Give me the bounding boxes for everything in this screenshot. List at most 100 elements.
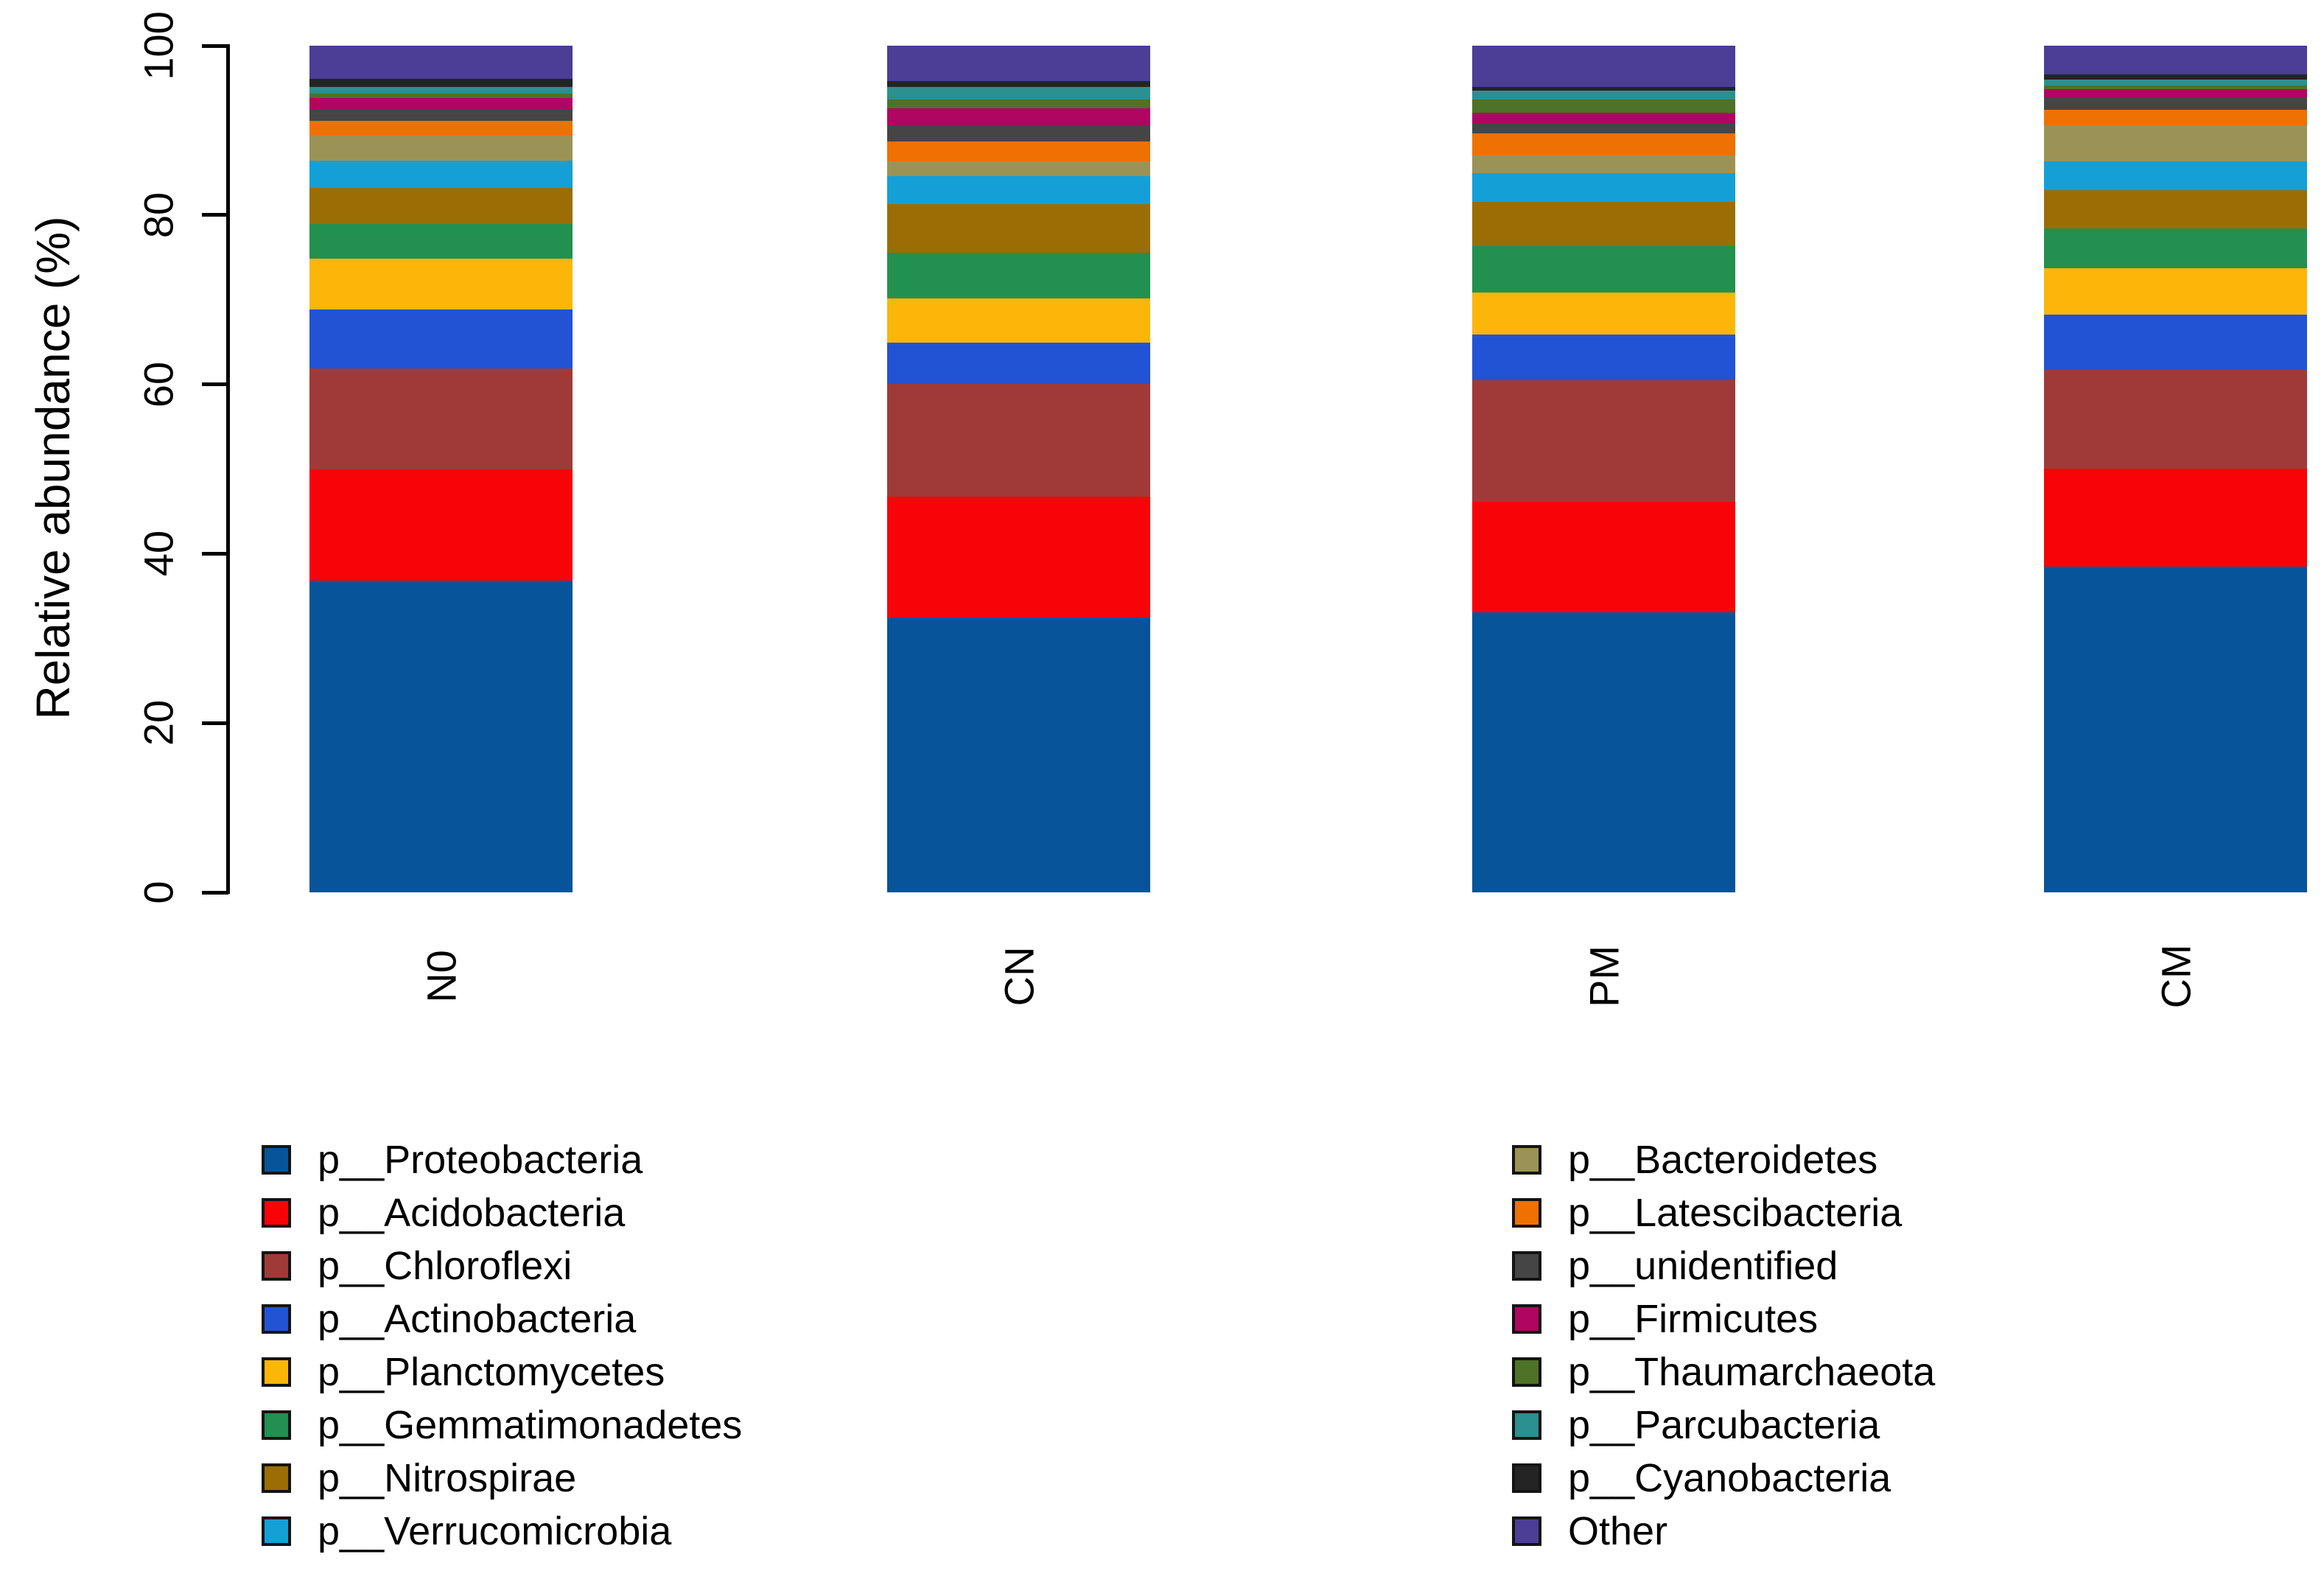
segment-PM-p__Bacteroidetes [1472, 155, 1735, 174]
segment-PM-p__Cyanobacteria [1472, 87, 1735, 91]
y-axis-tick-mark [202, 551, 228, 556]
segment-N0-p__Planctomycetes [309, 259, 573, 310]
legend-swatch-p__Parcubacteria [1512, 1410, 1541, 1440]
legend-swatch-p__unidentified [1512, 1251, 1541, 1281]
legend-label-p__Thaumarchaeota: p__Thaumarchaeota [1568, 1350, 1936, 1394]
segment-PM-p__unidentified [1472, 123, 1735, 134]
segment-CM-p__Nitrospirae [2044, 190, 2307, 228]
segment-N0-p__Actinobacteria [309, 309, 573, 369]
segment-CM-p__Planctomycetes [2044, 267, 2307, 315]
segment-CN-p__Parcubacteria [887, 87, 1150, 100]
segment-N0-Other [309, 46, 573, 79]
legend-swatch-p__Planctomycetes [262, 1357, 291, 1387]
y-axis-line [226, 44, 230, 894]
segment-CN-p__Cyanobacteria [887, 81, 1150, 88]
legend-item-p__Firmicutes: p__Firmicutes [1512, 1292, 1935, 1346]
legend-swatch-Other [1512, 1516, 1541, 1546]
segment-N0-p__Proteobacteria [309, 581, 573, 892]
legend-item-p__Verrucomicrobia: p__Verrucomicrobia [262, 1505, 742, 1558]
legend-column-2: p__Bacteroidetes p__Latescibacteria p__uni… [1512, 1133, 1935, 1558]
bar-CN [887, 46, 1150, 892]
segment-PM-p__Chloroflexi [1472, 380, 1735, 502]
y-axis-tick-mark [202, 721, 228, 725]
segment-CM-p__Latescibacteria [2044, 110, 2307, 125]
y-axis-tick-mark [202, 382, 228, 387]
legend-swatch-p__Verrucomicrobia [262, 1516, 291, 1546]
segment-CN-p__Firmicutes [887, 108, 1150, 126]
legend-item-p__Gemmatimonadetes: p__Gemmatimonadetes [262, 1399, 742, 1452]
legend-column-1: p__Proteobacteria p__Acidobacteria p__Chlo… [262, 1133, 742, 1558]
segment-PM-Other [1472, 46, 1735, 88]
segment-CM-p__Thaumarchaeota [2044, 85, 2307, 89]
segment-N0-p__Cyanobacteria [309, 78, 573, 88]
legend-swatch-p__Cyanobacteria [1512, 1463, 1541, 1493]
legend-swatch-p__Firmicutes [1512, 1304, 1541, 1334]
x-axis-label-PM: PM [1581, 945, 1627, 1007]
segment-CN-p__Chloroflexi [887, 384, 1150, 497]
legend-item-p__Acidobacteria: p__Acidobacteria [262, 1186, 742, 1239]
segment-PM-p__Actinobacteria [1472, 335, 1735, 381]
legend-swatch-p__Thaumarchaeota [1512, 1357, 1541, 1387]
segment-CN-p__Nitrospirae [887, 203, 1150, 253]
segment-CM-p__Chloroflexi [2044, 369, 2307, 469]
legend-label-p__Acidobacteria: p__Acidobacteria [318, 1191, 626, 1235]
legend-swatch-p__Bacteroidetes [1512, 1145, 1541, 1175]
segment-CN-p__Planctomycetes [887, 298, 1150, 343]
segment-CM-Other [2044, 46, 2307, 75]
legend-label-p__Bacteroidetes: p__Bacteroidetes [1568, 1138, 1878, 1182]
legend-item-p__Thaumarchaeota: p__Thaumarchaeota [1512, 1346, 1935, 1399]
segment-PM-p__Gemmatimonadetes [1472, 245, 1735, 293]
segment-PM-p__Latescibacteria [1472, 133, 1735, 156]
segment-PM-p__Acidobacteria [1472, 501, 1735, 612]
segment-PM-p__Planctomycetes [1472, 293, 1735, 335]
legend-item-p__Parcubacteria: p__Parcubacteria [1512, 1399, 1935, 1452]
segment-CM-p__Bacteroidetes [2044, 125, 2307, 162]
x-axis-label-N0: N0 [418, 950, 464, 1003]
segment-CM-p__Cyanobacteria [2044, 74, 2307, 80]
segment-CM-p__Actinobacteria [2044, 314, 2307, 370]
legend-swatch-p__Actinobacteria [262, 1304, 291, 1334]
legend-label-p__Chloroflexi: p__Chloroflexi [318, 1244, 573, 1288]
segment-CM-p__Proteobacteria [2044, 566, 2307, 892]
segment-CM-p__Firmicutes [2044, 88, 2307, 97]
segment-N0-p__Thaumarchaeota [309, 94, 573, 99]
segment-CM-p__Acidobacteria [2044, 468, 2307, 567]
legend-item-p__Nitrospirae: p__Nitrospirae [262, 1452, 742, 1505]
segment-N0-p__unidentified [309, 110, 573, 122]
segment-PM-p__Parcubacteria [1472, 90, 1735, 100]
x-axis-label-CM: CM [2152, 944, 2199, 1009]
segment-PM-p__Firmicutes [1472, 112, 1735, 124]
legend-item-p__Latescibacteria: p__Latescibacteria [1512, 1186, 1935, 1239]
y-axis-tick-label: 0 [135, 881, 182, 904]
legend-item-p__Actinobacteria: p__Actinobacteria [262, 1292, 742, 1346]
segment-CN-p__Bacteroidetes [887, 161, 1150, 176]
legend-label-p__Verrucomicrobia: p__Verrucomicrobia [318, 1509, 672, 1553]
segment-CN-p__Thaumarchaeota [887, 99, 1150, 108]
y-axis-tick-label: 80 [135, 192, 182, 238]
y-axis-tick-mark [202, 213, 228, 217]
y-axis-tick-label: 100 [135, 11, 182, 80]
legend-item-p__unidentified: p__unidentified [1512, 1239, 1935, 1292]
legend-item-p__Cyanobacteria: p__Cyanobacteria [1512, 1452, 1935, 1505]
segment-N0-p__Firmicutes [309, 98, 573, 111]
segment-PM-p__Verrucomicrobia [1472, 173, 1735, 203]
legend-label-p__Parcubacteria: p__Parcubacteria [1568, 1403, 1880, 1447]
y-axis-tick-label: 60 [135, 361, 182, 407]
legend-label-Other: Other [1568, 1509, 1668, 1553]
legend-label-p__Nitrospirae: p__Nitrospirae [318, 1456, 577, 1500]
segment-N0-p__Bacteroidetes [309, 135, 573, 161]
legend-label-p__unidentified: p__unidentified [1568, 1244, 1838, 1288]
segment-CN-p__Gemmatimonadetes [887, 253, 1150, 299]
segment-N0-p__Gemmatimonadetes [309, 224, 573, 259]
y-axis-tick-label: 20 [135, 700, 182, 746]
segment-N0-p__Chloroflexi [309, 368, 573, 469]
segment-CN-p__Proteobacteria [887, 617, 1150, 892]
y-axis-tick-label: 40 [135, 531, 182, 577]
legend-label-p__Gemmatimonadetes: p__Gemmatimonadetes [318, 1403, 743, 1447]
segment-CN-p__Actinobacteria [887, 342, 1150, 385]
legend-label-p__Actinobacteria: p__Actinobacteria [318, 1297, 637, 1341]
segment-CN-p__Verrucomicrobia [887, 175, 1150, 204]
legend-item-p__Chloroflexi: p__Chloroflexi [262, 1239, 742, 1292]
segment-N0-p__Acidobacteria [309, 469, 573, 581]
